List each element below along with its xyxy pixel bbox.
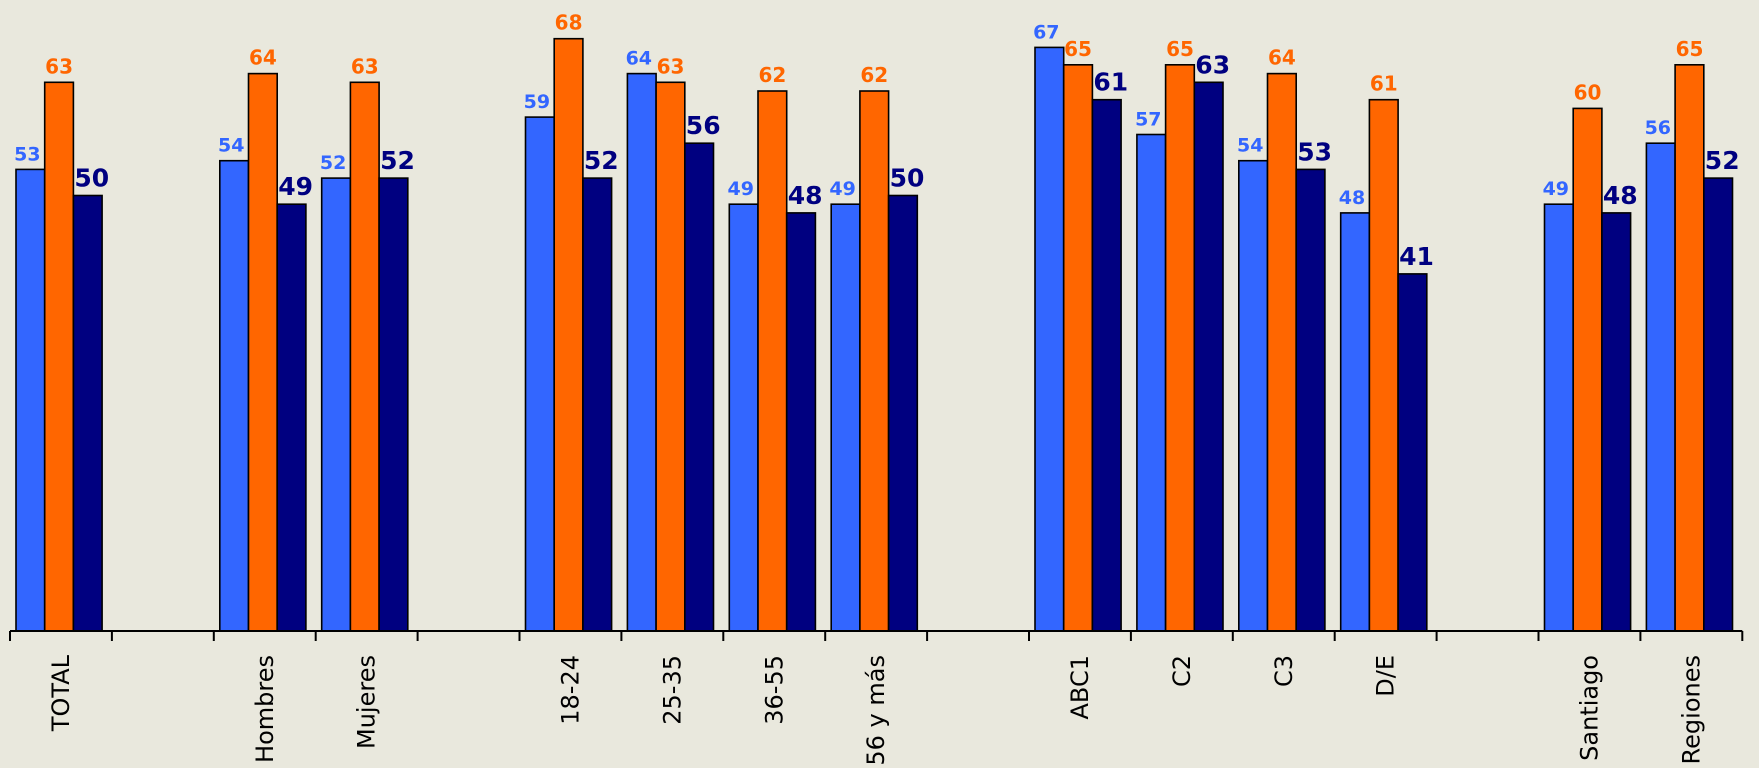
data-label-s2-56 y más: 62 (860, 63, 888, 87)
bar-s3-C3 (1295, 168, 1326, 632)
bar-s3-Santiago (1601, 212, 1632, 632)
data-label-s2-Hombres: 64 (249, 46, 277, 70)
bar-s2-Regiones (1674, 64, 1705, 632)
bar-s3-Mujeres (378, 177, 409, 632)
bar-s1-Santiago (1543, 203, 1575, 632)
data-label-s1-25-35: 64 (626, 48, 652, 70)
data-label-s3-Mujeres: 52 (380, 146, 415, 175)
data-label-s2-D/E: 61 (1370, 72, 1398, 96)
tick-label-C3: C3 (1270, 655, 1298, 687)
tick-label-Hombres: Hombres (251, 655, 279, 763)
data-label-s1-C3: 54 (1237, 135, 1263, 157)
data-label-s3-25-35: 56 (686, 111, 721, 140)
bar-s2-D/E (1368, 98, 1399, 632)
bar-s3-Regiones (1703, 177, 1734, 632)
data-label-s1-ABC1: 67 (1033, 21, 1059, 43)
tick-label-Mujeres: Mujeres (353, 655, 381, 749)
data-label-s3-Hombres: 49 (278, 172, 313, 201)
tick-label-ABC1: ABC1 (1066, 655, 1094, 720)
data-label-s2-Regiones: 65 (1676, 37, 1704, 61)
data-label-s3-56 y más: 50 (890, 164, 925, 193)
tick-label-18-24: 18-24 (557, 655, 585, 725)
data-label-s1-Mujeres: 52 (320, 152, 346, 174)
tick-label-TOTAL: TOTAL (47, 654, 75, 732)
bar-s1-56 y más (830, 203, 861, 632)
data-label-s3-ABC1: 61 (1093, 68, 1128, 97)
tick-label-C2: C2 (1168, 655, 1196, 687)
bar-s2-Santiago (1572, 107, 1603, 632)
data-label-s2-25-35: 63 (657, 54, 685, 78)
data-label-s2-Mujeres: 63 (351, 54, 379, 78)
data-label-s2-Santiago: 60 (1574, 80, 1602, 104)
bar-s2-36-55 (757, 90, 788, 632)
bar-s1-C2 (1136, 133, 1167, 632)
bar-s1-D/E (1339, 212, 1371, 632)
tick-label-36-55: 36-55 (760, 655, 788, 725)
bar-s3-ABC1 (1091, 98, 1122, 632)
data-label-s2-C2: 65 (1166, 37, 1194, 61)
bar-s1-18-24 (524, 116, 556, 632)
bar-s1-Mujeres (320, 177, 352, 632)
bar-s2-56 y más (859, 90, 890, 632)
bar-s1-25-35 (626, 72, 657, 632)
bar-s1-Regiones (1645, 142, 1676, 632)
data-label-s2-18-24: 68 (555, 11, 583, 35)
data-label-s2-ABC1: 65 (1064, 37, 1092, 61)
data-label-s1-36-55: 49 (727, 178, 753, 200)
data-label-s1-Hombres: 54 (218, 135, 244, 157)
bar-s3-Hombres (276, 203, 307, 632)
data-label-s3-18-24: 52 (584, 146, 619, 175)
data-label-s3-Santiago: 48 (1603, 181, 1638, 210)
data-label-s3-C2: 63 (1195, 50, 1230, 79)
bar-s2-C2 (1164, 64, 1196, 632)
bar-s2-Mujeres (349, 81, 380, 632)
bar-s1-ABC1 (1034, 46, 1065, 632)
bar-s2-Hombres (247, 72, 279, 632)
data-label-s1-C2: 57 (1135, 109, 1161, 131)
tick-label-56 y más: 56 y más (862, 655, 890, 766)
tick-label-25-35: 25-35 (658, 655, 686, 725)
bar-s2-TOTAL (43, 81, 75, 632)
data-label-s1-Santiago: 49 (1543, 178, 1569, 200)
bar-s3-C2 (1193, 81, 1224, 632)
data-label-s3-Regiones: 52 (1705, 146, 1740, 175)
data-label-s1-56 y más: 49 (829, 178, 855, 200)
data-label-s2-TOTAL: 63 (45, 54, 73, 78)
bar-s1-C3 (1238, 159, 1269, 632)
bar-s1-TOTAL (15, 168, 46, 632)
bar-s3-TOTAL (72, 194, 103, 632)
data-label-s1-D/E: 48 (1339, 187, 1365, 209)
bar-s2-ABC1 (1062, 64, 1094, 632)
bar-s1-36-55 (728, 203, 759, 632)
data-label-s2-36-55: 62 (758, 63, 786, 87)
data-label-s1-18-24: 59 (524, 91, 550, 113)
bar-s3-D/E (1397, 273, 1428, 632)
data-label-s3-36-55: 48 (788, 181, 823, 210)
tick-label-Regiones: Regiones (1677, 655, 1705, 764)
bar-s3-36-55 (785, 212, 817, 632)
data-label-s1-TOTAL: 53 (14, 143, 40, 165)
data-label-s3-TOTAL: 50 (74, 164, 109, 193)
bar-s3-18-24 (582, 177, 613, 632)
data-label-s3-C3: 53 (1297, 137, 1332, 166)
bar-s3-56 y más (887, 194, 919, 632)
bar-s1-Hombres (219, 159, 250, 632)
tick-label-D/E: D/E (1372, 655, 1400, 697)
bar-s2-C3 (1266, 72, 1298, 632)
bar-s3-25-35 (683, 142, 715, 632)
data-label-s2-C3: 64 (1268, 46, 1296, 70)
bar-s2-25-35 (655, 81, 686, 632)
bar-s2-18-24 (553, 37, 584, 632)
tick-label-Santiago: Santiago (1576, 655, 1604, 761)
data-label-s1-Regiones: 56 (1645, 117, 1671, 139)
data-label-s3-D/E: 41 (1399, 242, 1434, 271)
